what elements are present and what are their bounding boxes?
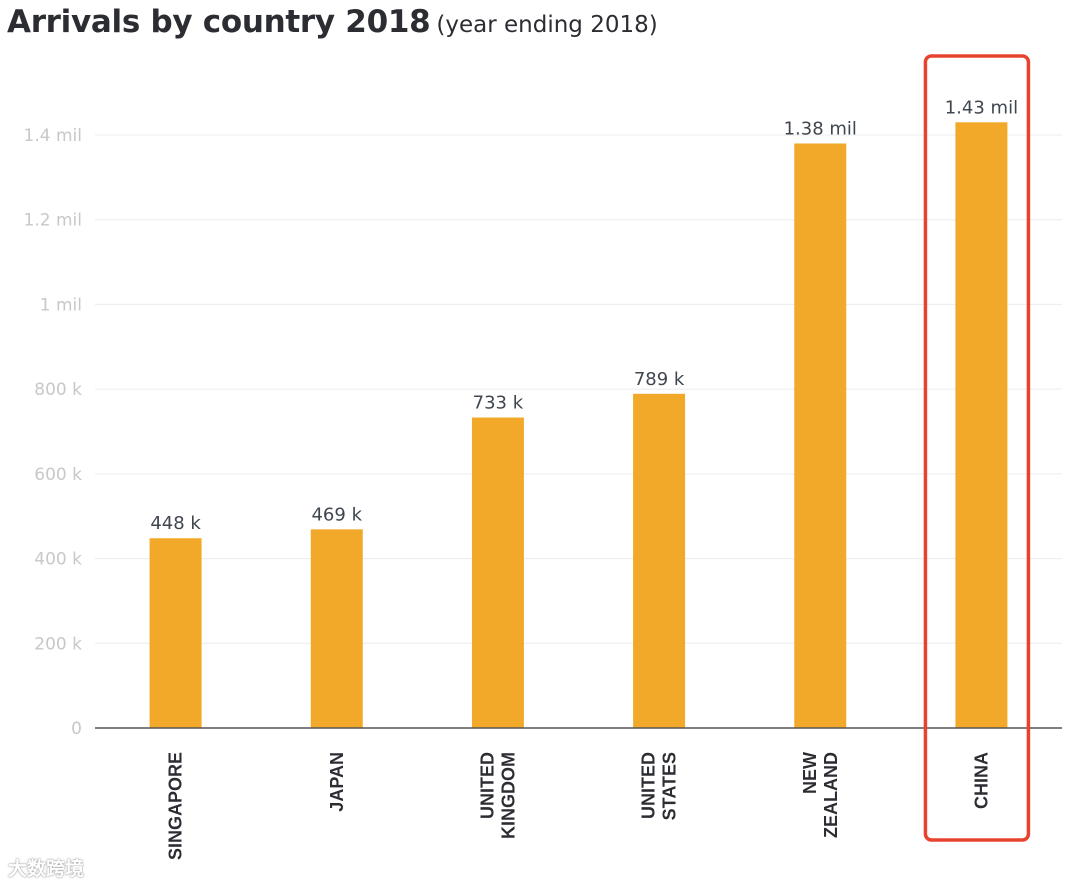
data-label: 733 k <box>473 393 524 414</box>
x-tick-label: NEW <box>800 752 820 794</box>
bar <box>955 122 1008 729</box>
y-tick-label: 1.2 mil <box>24 211 82 231</box>
y-tick-label: 800 k <box>34 380 82 400</box>
y-tick-label: 400 k <box>34 550 82 570</box>
bar <box>794 143 847 728</box>
data-label: 1.38 mil <box>784 118 857 139</box>
x-tick-label: STATES <box>660 752 680 820</box>
x-tick-label: UNITED <box>477 752 497 819</box>
data-label: 469 k <box>311 504 362 525</box>
data-label: 448 k <box>150 513 201 534</box>
y-tick-label: 600 k <box>34 465 82 485</box>
x-tick-label: KINGDOM <box>498 752 518 839</box>
bar <box>149 538 202 728</box>
chart-title-block: Arrivals by country 2018 (year ending 201… <box>7 4 658 40</box>
data-label: 1.43 mil <box>945 97 1018 118</box>
y-tick-label: 0 <box>71 719 82 739</box>
y-tick-label: 200 k <box>34 634 82 654</box>
bar <box>471 417 524 728</box>
x-tick-label: JAPAN <box>327 752 347 812</box>
bar <box>633 393 686 728</box>
x-tick-label: CHINA <box>971 752 991 809</box>
x-tick-label: SINGAPORE <box>166 752 186 860</box>
bar <box>310 529 363 728</box>
watermark: 大数跨境 <box>8 858 85 880</box>
y-tick-label: 1.4 mil <box>24 126 82 146</box>
x-tick-label: UNITED <box>639 752 659 819</box>
chart-subtitle: (year ending 2018) <box>436 12 658 38</box>
y-tick-label: 1 mil <box>40 295 82 315</box>
highlight-box <box>923 54 1031 842</box>
data-label: 789 k <box>634 369 685 390</box>
x-tick-label: ZEALAND <box>821 752 841 838</box>
chart-title: Arrivals by country 2018 <box>7 4 431 40</box>
